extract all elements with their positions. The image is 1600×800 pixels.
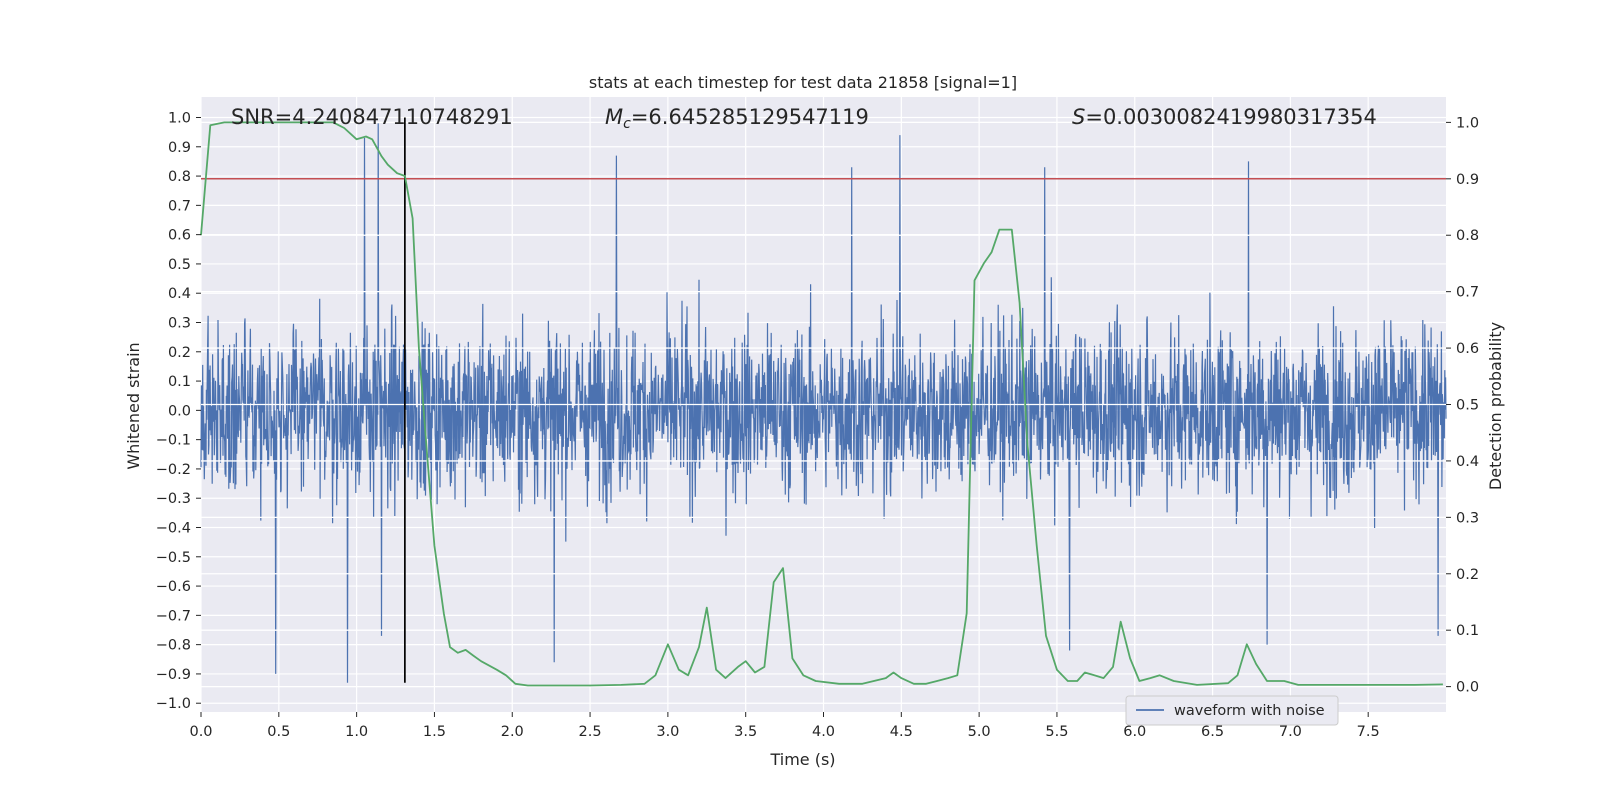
y-tick-label: 0.9 xyxy=(168,140,191,156)
x-tick-label: 6.0 xyxy=(1123,724,1146,740)
y-tick-label: −0.1 xyxy=(156,433,191,449)
s-annotation: S=0.0030082419980317354 xyxy=(1072,105,1377,129)
probability-line xyxy=(200,121,1443,687)
y-tick-label: −0.3 xyxy=(156,491,191,507)
chirp-mass-annotation: Mc=6.645285129547119 xyxy=(605,105,869,132)
x-tick-label: 2.5 xyxy=(579,724,602,740)
legend-box xyxy=(1125,695,1339,726)
right-tick-label: 1.0 xyxy=(1456,115,1479,131)
x-axis-ticks: 0.0 0.5 1.0 1.5 2.0 2.5 3.0 3.5 4.0 4.5 5.0 5.5 6.0 6… xyxy=(189,712,1380,740)
y-tick-label: 1.0 xyxy=(168,111,191,127)
strain-series xyxy=(200,121,1447,688)
chirp-mass-subscript: c xyxy=(623,116,631,132)
y-tick-label: −0.7 xyxy=(156,608,191,624)
x-tick-label: 4.0 xyxy=(812,724,835,740)
s-symbol: S xyxy=(1072,105,1085,129)
legend: waveform with noise xyxy=(1125,695,1339,726)
x-tick-label: 5.5 xyxy=(1045,724,1068,740)
x-tick-label: 7.0 xyxy=(1279,724,1302,740)
y-tick-label: 0.4 xyxy=(168,286,191,302)
right-tick-label: 0.1 xyxy=(1456,623,1479,639)
y-tick-label: −0.2 xyxy=(156,462,191,478)
y-tick-label: −1.0 xyxy=(156,696,191,712)
x-tick-label: 5.0 xyxy=(968,724,991,740)
right-tick-label: 0.2 xyxy=(1456,567,1479,583)
y-tick-label: 0.2 xyxy=(168,345,191,361)
right-tick-label: 0.6 xyxy=(1456,341,1479,357)
snr-annotation: SNR=4.240847110748291 xyxy=(231,105,513,129)
y-tick-label: −0.4 xyxy=(156,521,191,537)
y-tick-label: −0.5 xyxy=(156,550,191,566)
y-tick-label: 0.7 xyxy=(168,198,191,214)
right-tick-label: 0.7 xyxy=(1456,285,1479,301)
y-axis-ticks: 1.0 0.9 0.8 0.7 0.6 0.5 0.4 0.3 0.2 0.1 0.0 −0.1 −0.… xyxy=(156,111,201,712)
right-tick-label: 0.4 xyxy=(1456,454,1479,470)
y-tick-label: −0.6 xyxy=(156,579,191,595)
chirp-mass-value: =6.645285129547119 xyxy=(631,105,869,129)
chart-title: stats at each timestep for test data 218… xyxy=(589,73,1017,92)
y-tick-label: 0.5 xyxy=(168,257,191,273)
y-tick-label: −0.8 xyxy=(156,638,191,654)
x-tick-label: 1.0 xyxy=(345,724,368,740)
y-tick-label: 0.1 xyxy=(168,374,191,390)
legend-entry: waveform with noise xyxy=(1174,703,1325,719)
y-tick-label: 0.8 xyxy=(168,169,191,185)
x-tick-label: 3.0 xyxy=(656,724,679,740)
x-tick-label: 7.5 xyxy=(1357,724,1380,740)
y-tick-label: −0.9 xyxy=(156,667,191,683)
right-tick-label: 0.3 xyxy=(1456,510,1479,526)
right-tick-label: 0.9 xyxy=(1456,172,1479,188)
y-axis-label: Whitened strain xyxy=(124,342,143,469)
right-tick-label: 0.5 xyxy=(1456,398,1479,414)
right-axis-ticks: 1.0 0.9 0.8 0.7 0.6 0.5 0.4 0.3 0.2 0.1 0.0 xyxy=(1446,115,1479,696)
y-tick-label: 0.0 xyxy=(168,403,191,419)
y-tick-label: 0.6 xyxy=(168,228,191,244)
y-tick-label: 0.3 xyxy=(168,316,191,332)
x-tick-label: 0.5 xyxy=(267,724,290,740)
x-tick-label: 6.5 xyxy=(1201,724,1224,740)
x-axis-label: Time (s) xyxy=(769,750,835,769)
x-tick-label: 3.5 xyxy=(734,724,757,740)
chirp-mass-symbol: M xyxy=(605,105,623,129)
x-tick-label: 2.0 xyxy=(501,724,524,740)
right-axis-label: Detection probability xyxy=(1486,322,1505,490)
x-tick-label: 0.0 xyxy=(189,724,212,740)
right-tick-label: 0.0 xyxy=(1456,680,1479,696)
s-value: =0.0030082419980317354 xyxy=(1085,105,1377,129)
x-tick-label: 4.5 xyxy=(890,724,913,740)
right-tick-label: 0.8 xyxy=(1456,228,1479,244)
x-tick-label: 1.5 xyxy=(423,724,446,740)
